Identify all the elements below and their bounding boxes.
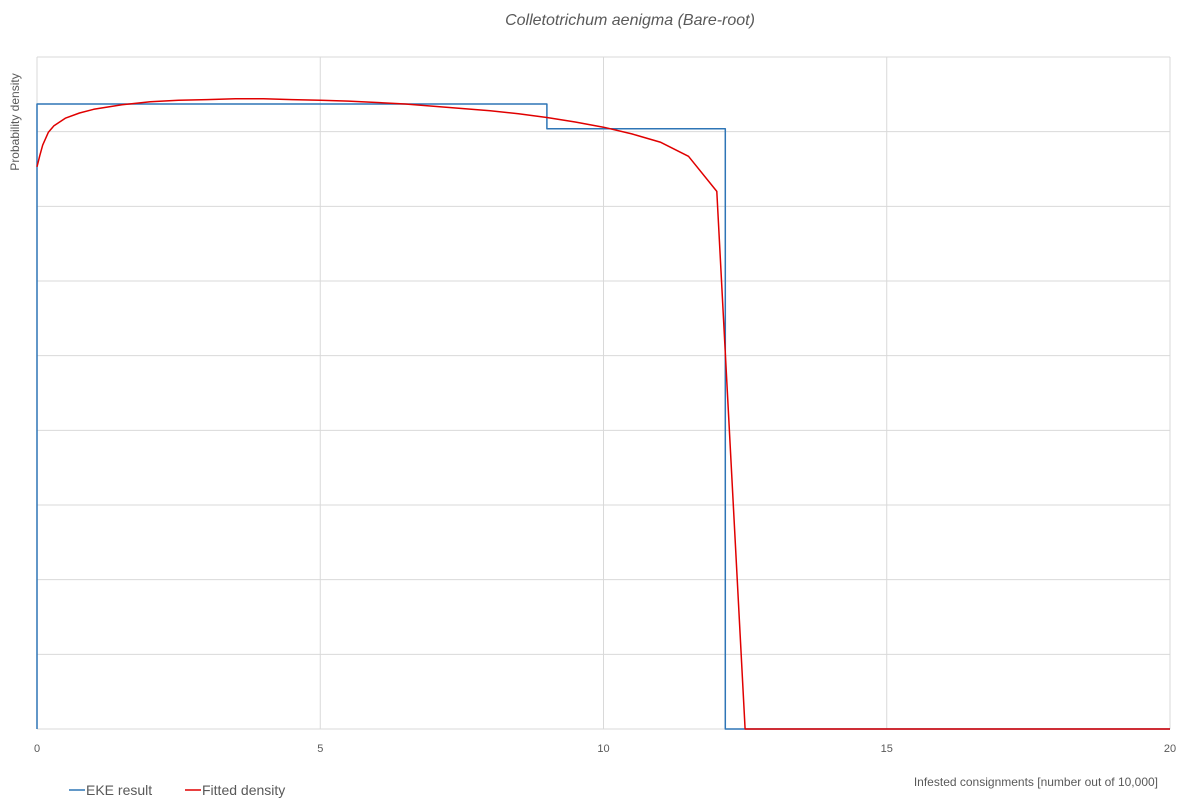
x-tick-label: 5 <box>317 743 323 755</box>
x-tick-label: 20 <box>1164 743 1176 755</box>
x-tick-label: 15 <box>881 743 893 755</box>
x-tick-label: 0 <box>34 743 40 755</box>
series-line-fitted-density <box>36 98 1170 730</box>
legend-label: Fitted density <box>202 782 285 798</box>
chart-title: Colletotrichum aenigma (Bare-root) <box>505 12 755 29</box>
series-lines <box>36 98 1170 730</box>
y-axis-label: Probability density <box>8 73 22 170</box>
series-line-eke-result <box>36 103 1170 730</box>
legend: EKE result Fitted density <box>69 782 285 798</box>
gridlines <box>36 56 1171 730</box>
x-tick-labels: 0 5 10 15 20 <box>34 743 1176 755</box>
x-tick-label: 10 <box>597 743 609 755</box>
legend-label: EKE result <box>86 782 152 798</box>
x-axis-label: Infested consignments [number out of 10,… <box>914 775 1158 789</box>
